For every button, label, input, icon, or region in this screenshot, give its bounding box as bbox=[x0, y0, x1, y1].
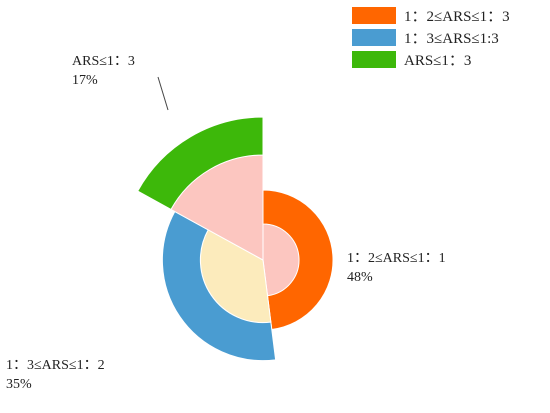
slice-label-2-name: 1：3≤ARS≤1：2 bbox=[6, 358, 105, 373]
legend-swatch-1 bbox=[352, 7, 396, 24]
slice-ring-3 bbox=[137, 116, 264, 211]
slice-label-3-leader bbox=[157, 76, 169, 111]
slice-label-2-percent: 35% bbox=[6, 377, 32, 392]
slice-label-3-name: ARS≤1：3 bbox=[72, 54, 135, 69]
slice-ring-1 bbox=[262, 189, 334, 331]
legend-label-3: ARS≤1：3 bbox=[404, 53, 471, 69]
legend: 1：2≤ARS≤1：3 1：3≤ARS≤1:3 ARS≤1：3 bbox=[352, 7, 510, 69]
slice-label-1-percent: 48% bbox=[347, 270, 373, 285]
slice-label-1-name: 1：2≤ARS≤1：1 bbox=[347, 251, 446, 266]
legend-label-2: 1：3≤ARS≤1:3 bbox=[404, 31, 499, 47]
slice-ring-2 bbox=[161, 210, 277, 362]
legend-swatch-3 bbox=[352, 51, 396, 68]
chart-sectors bbox=[137, 116, 334, 362]
slice-label-3-percent: 17% bbox=[72, 73, 98, 88]
data-labels: 1：2≤ARS≤1：1 48% 1：3≤ARS≤1：2 35% ARS≤1：3 … bbox=[6, 54, 446, 392]
legend-label-1: 1：2≤ARS≤1：3 bbox=[404, 9, 510, 25]
legend-swatch-2 bbox=[352, 29, 396, 46]
